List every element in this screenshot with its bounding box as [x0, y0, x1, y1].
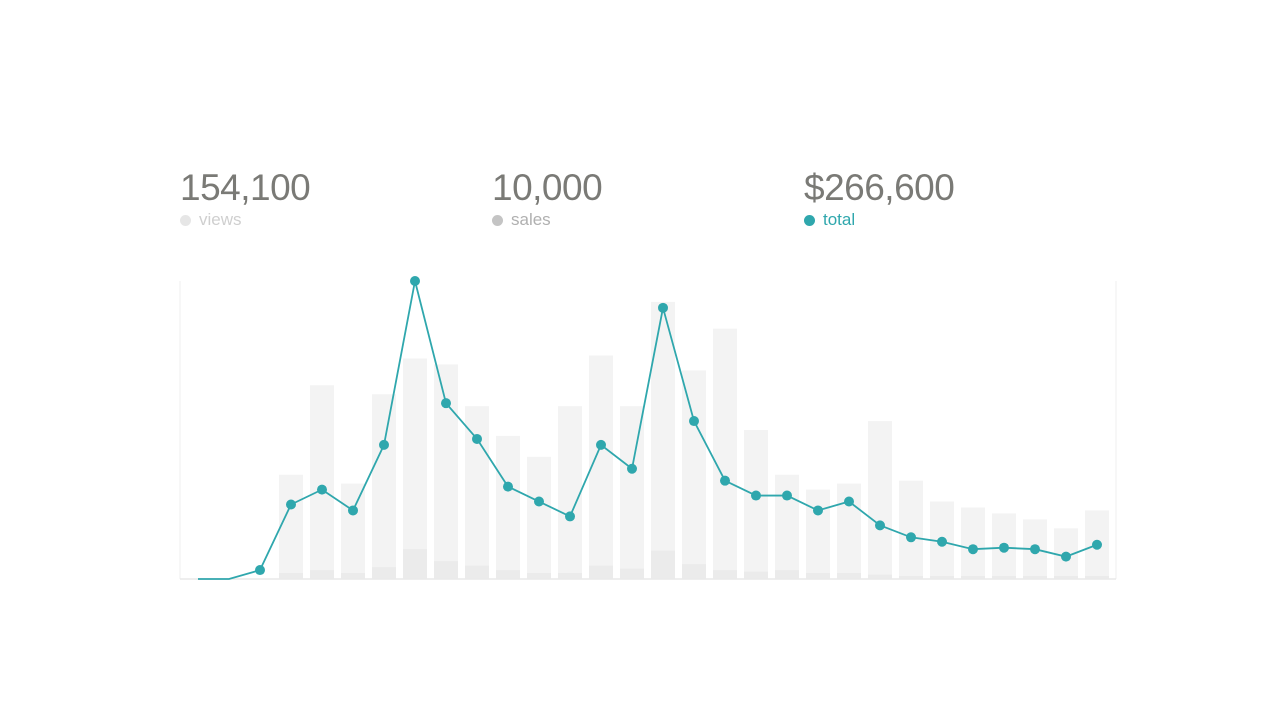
stats-header: 154,100 views 10,000 sales $266,600 tota… — [0, 0, 1280, 260]
stat-sales-label: sales — [511, 210, 551, 229]
total-point[interactable] — [379, 439, 389, 450]
sales-bar — [403, 549, 427, 579]
views-bar — [806, 489, 830, 579]
sales-bar — [620, 568, 644, 579]
views-bar — [713, 328, 737, 579]
sales-bar — [775, 570, 799, 579]
total-point[interactable] — [999, 542, 1009, 553]
sales-bar — [837, 573, 861, 579]
total-point[interactable] — [875, 520, 885, 531]
sales-bar — [527, 573, 551, 579]
total-point[interactable] — [565, 511, 575, 522]
total-point[interactable] — [286, 499, 296, 510]
sales-bar — [434, 561, 458, 579]
total-point[interactable] — [410, 276, 420, 286]
sales-bar — [372, 567, 396, 579]
views-bar — [341, 483, 365, 579]
stat-sales-value: 10,000 — [492, 167, 603, 208]
views-legend-dot-icon — [180, 214, 191, 226]
sales-bar — [713, 570, 737, 579]
views-bar — [651, 301, 675, 579]
sales-bar — [279, 573, 303, 579]
sales-bar — [899, 576, 923, 579]
stat-sales-legend: sales — [492, 210, 602, 230]
views-bar — [434, 364, 458, 579]
views-bar — [372, 394, 396, 579]
views-bar — [961, 507, 985, 579]
total-point[interactable] — [906, 532, 916, 543]
total-point[interactable] — [968, 544, 978, 555]
sales-bar — [806, 573, 830, 579]
total-point[interactable] — [782, 490, 792, 501]
sales-bar — [558, 573, 582, 579]
sales-bar — [651, 550, 675, 579]
sales-bar — [341, 573, 365, 579]
sales-bar — [930, 576, 954, 579]
total-point[interactable] — [503, 481, 513, 492]
sales-bar — [992, 576, 1016, 579]
views-bar — [744, 430, 768, 579]
total-point[interactable] — [1092, 539, 1102, 550]
total-point[interactable] — [658, 302, 668, 313]
total-point[interactable] — [1030, 544, 1040, 555]
total-point[interactable] — [1061, 551, 1071, 562]
total-point[interactable] — [348, 505, 358, 516]
sales-legend-dot-icon — [492, 214, 503, 226]
total-point[interactable] — [596, 439, 606, 450]
stat-views-value: 154,100 — [180, 167, 311, 208]
stat-total-label: total — [823, 210, 856, 229]
total-point[interactable] — [627, 463, 637, 474]
total-line — [198, 280, 1098, 580]
views-bar — [589, 355, 613, 579]
total-point[interactable] — [751, 490, 761, 501]
views-bar — [465, 406, 489, 579]
total-point[interactable] — [937, 536, 947, 547]
sales-bar — [465, 565, 489, 579]
total-legend-dot-icon — [804, 214, 815, 226]
stat-sales: 10,000 sales — [492, 166, 603, 230]
sales-bar — [1023, 576, 1047, 579]
stat-total-value: $266,600 — [804, 167, 955, 208]
total-point[interactable] — [255, 565, 265, 576]
sales-bar — [744, 571, 768, 579]
views-bar — [620, 406, 644, 579]
total-point[interactable] — [813, 505, 823, 516]
stat-total: $266,600 total — [804, 166, 955, 230]
sales-bar — [589, 565, 613, 579]
total-point[interactable] — [689, 416, 699, 427]
sales-bar — [496, 570, 520, 579]
total-point[interactable] — [317, 484, 327, 495]
stat-views: 154,100 views — [180, 166, 311, 230]
sales-bar — [1085, 576, 1109, 579]
views-bar — [899, 480, 923, 579]
sales-bar — [682, 564, 706, 579]
stat-views-label: views — [199, 210, 242, 229]
views-bar — [279, 474, 303, 579]
views-bar — [496, 435, 520, 579]
total-point[interactable] — [472, 433, 482, 444]
views-bar — [775, 474, 799, 579]
sales-bar — [1054, 576, 1078, 579]
sales-bar — [868, 574, 892, 579]
views-bar — [527, 456, 551, 579]
total-point[interactable] — [441, 398, 451, 409]
views-bar — [868, 421, 892, 579]
sales-bar — [961, 576, 985, 579]
views-bar — [310, 385, 334, 579]
stat-total-legend: total — [804, 210, 954, 230]
total-point[interactable] — [844, 496, 854, 507]
stat-views-legend: views — [180, 210, 310, 230]
views-bar — [682, 370, 706, 579]
views-bar — [403, 358, 427, 579]
views-bar — [558, 406, 582, 579]
total-point[interactable] — [534, 496, 544, 507]
sales-bar — [310, 570, 334, 579]
total-point[interactable] — [720, 475, 730, 486]
